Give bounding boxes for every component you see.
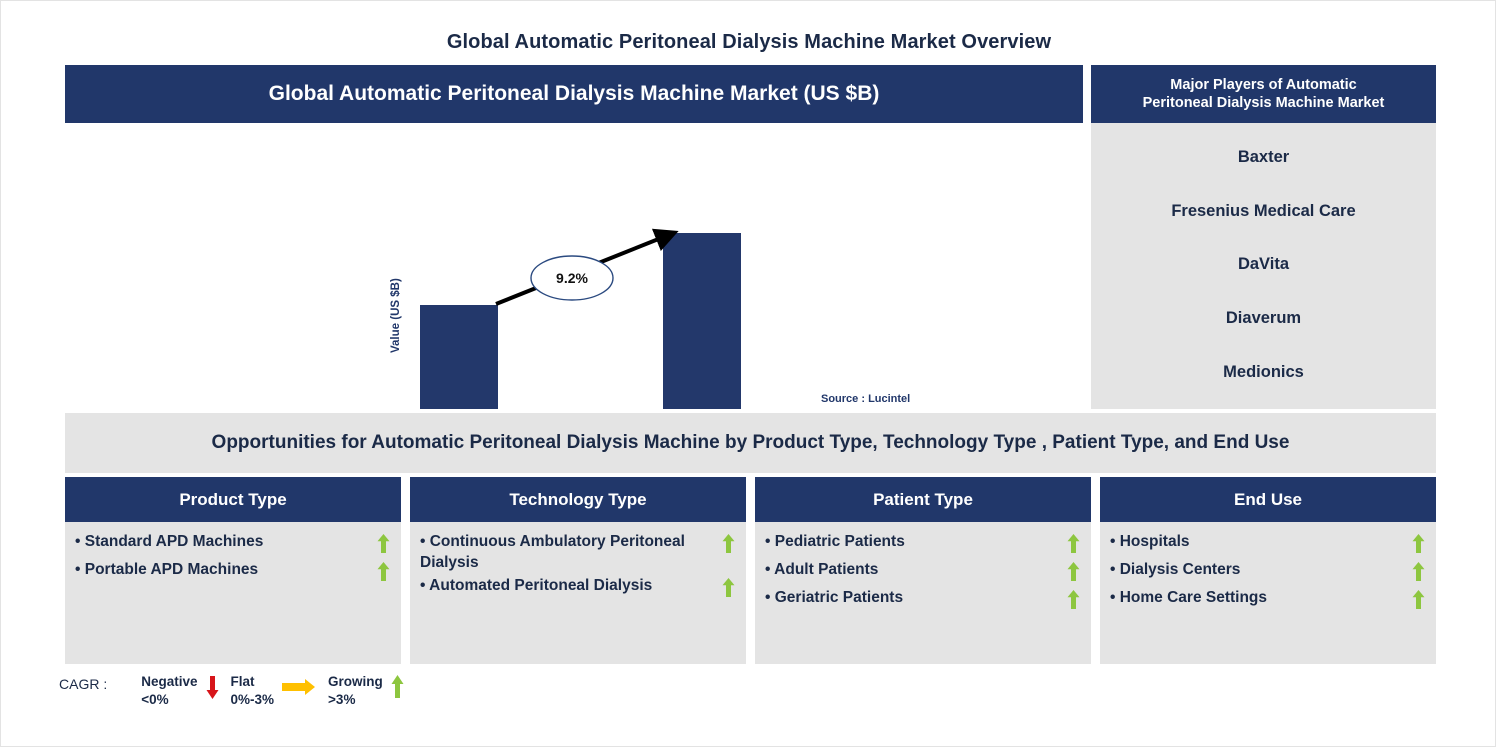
major-players-panel: Major Players of Automatic Peritoneal Di… [1091, 65, 1436, 409]
list-item: • Pediatric Patients [763, 532, 1083, 558]
chart-panel-header: Global Automatic Peritoneal Dialysis Mac… [65, 65, 1083, 123]
major-players-header: Major Players of Automatic Peritoneal Di… [1091, 65, 1436, 123]
legend-item-negative: Negative <0% [141, 673, 226, 709]
market-bar-chart: Value (US $B) 9.2% 2025 2031 [390, 228, 741, 409]
arrow-up-green-icon [718, 576, 738, 602]
opportunity-label: • Hospitals [1110, 533, 1190, 550]
column-body-product-type: • Standard APD Machines • Portable APD M… [65, 522, 401, 664]
opportunity-label: • Geriatric Patients [765, 589, 904, 606]
column-body-technology-type: • Continuous Ambulatory Peritoneal Dialy… [410, 522, 746, 664]
column-header-label: Technology Type [509, 489, 647, 509]
market-chart-panel: Global Automatic Peritoneal Dialysis Mac… [65, 65, 1083, 409]
column-header-patient-type: Patient Type [755, 477, 1091, 522]
y-axis-label: Value (US $B) [390, 278, 402, 353]
legend-item-flat: Flat 0%-3% [231, 673, 325, 709]
list-item: • Portable APD Machines [73, 560, 393, 586]
opportunity-label: • Portable APD Machines [75, 561, 259, 578]
arrow-up-green-icon [383, 673, 412, 702]
opportunity-label: • Pediatric Patients [765, 533, 905, 550]
major-players-title-line2: Peritoneal Dialysis Machine Market [1142, 95, 1385, 111]
legend-flat-range: 0%-3% [230, 692, 275, 708]
arrow-up-green-icon [1408, 532, 1428, 558]
list-item: • Home Care Settings [1108, 588, 1428, 614]
chart-panel-title: Global Automatic Peritoneal Dialysis Mac… [268, 82, 880, 105]
list-item: • Hospitals [1108, 532, 1428, 558]
list-item: • Dialysis Centers [1108, 560, 1428, 586]
opportunity-column-patient-type: Patient Type • Pediatric Patients • Adul… [755, 477, 1091, 664]
list-item: • Standard APD Machines [73, 532, 393, 558]
player-item: Fresenius Medical Care [1171, 201, 1356, 220]
legend-flat-text: Flat 0%-3% [231, 673, 275, 709]
opportunity-label: • Dialysis Centers [1110, 561, 1241, 578]
legend-growing-label: Growing [328, 674, 383, 689]
opportunities-banner-text: Opportunities for Automatic Peritoneal D… [211, 432, 1290, 454]
column-body-patient-type: • Pediatric Patients • Adult Patients • … [755, 522, 1091, 664]
arrow-up-green-icon [373, 532, 393, 558]
cagr-callout-bubble [530, 255, 614, 301]
cagr-legend-title: CAGR : [59, 676, 108, 692]
arrow-up-green-icon [1063, 560, 1083, 586]
legend-negative-range: <0% [141, 692, 169, 708]
opportunity-columns: Product Type • Standard APD Machines • P… [65, 477, 1436, 664]
opportunity-label: • Continuous Ambulatory Peritoneal Dialy… [420, 533, 685, 571]
opportunity-label: • Home Care Settings [1110, 589, 1268, 606]
player-item: DaVita [1237, 255, 1290, 274]
chart-plot-area: Value (US $B) 9.2% 2025 2031 [65, 123, 1083, 409]
column-header-label: Product Type [179, 489, 287, 509]
cagr-value: 9.2% [556, 270, 588, 286]
legend-growing-range: >3% [328, 692, 356, 708]
column-header-technology-type: Technology Type [410, 477, 746, 522]
arrow-right-yellow-icon [274, 673, 324, 700]
cagr-legend: CAGR : Negative <0% Flat 0%-3% Growing >… [59, 673, 416, 709]
opportunity-label: • Adult Patients [765, 561, 879, 578]
legend-negative-text: Negative <0% [141, 673, 197, 709]
bar-2025 [420, 305, 498, 409]
legend-item-growing: Growing >3% [328, 673, 412, 709]
arrow-up-green-icon [373, 560, 393, 586]
player-item: Baxter [1237, 148, 1290, 167]
list-item: • Automated Peritoneal Dialysis [418, 576, 738, 602]
legend-growing-text: Growing >3% [328, 673, 383, 709]
opportunities-banner: Opportunities for Automatic Peritoneal D… [65, 413, 1436, 473]
arrow-up-green-icon [1063, 532, 1083, 558]
legend-flat-label: Flat [230, 674, 255, 689]
column-header-product-type: Product Type [65, 477, 401, 522]
legend-negative-label: Negative [141, 674, 198, 689]
column-body-end-use: • Hospitals • Dialysis Centers • Home Ca… [1100, 522, 1436, 664]
chart-source-note: Source : Lucintel [821, 393, 911, 405]
bar-2031 [663, 233, 741, 409]
arrow-up-green-icon [1408, 560, 1428, 586]
player-item: Medionics [1223, 362, 1304, 381]
major-players-title-line1: Major Players of Automatic [1170, 76, 1357, 93]
opportunity-label: • Standard APD Machines [75, 533, 264, 550]
opportunity-column-end-use: End Use • Hospitals • Dialysis Centers •… [1100, 477, 1436, 664]
list-item: • Continuous Ambulatory Peritoneal Dialy… [418, 532, 738, 574]
list-item: • Adult Patients [763, 560, 1083, 586]
arrow-up-green-icon [1063, 588, 1083, 614]
column-header-label: Patient Type [873, 489, 973, 509]
page-title: Global Automatic Peritoneal Dialysis Mac… [446, 31, 1052, 53]
arrow-up-green-icon [1408, 588, 1428, 614]
major-players-list: Baxter Fresenius Medical Care DaVita Dia… [1091, 123, 1436, 409]
player-item: Diaverum [1225, 309, 1302, 328]
column-header-end-use: End Use [1100, 477, 1436, 522]
list-item: • Geriatric Patients [763, 588, 1083, 614]
column-header-label: End Use [1233, 489, 1303, 509]
arrow-up-green-icon [718, 532, 738, 558]
opportunity-column-product-type: Product Type • Standard APD Machines • P… [65, 477, 401, 664]
arrow-down-red-icon [198, 673, 227, 702]
opportunity-column-technology-type: Technology Type • Continuous Ambulatory … [410, 477, 746, 664]
opportunity-label: • Automated Peritoneal Dialysis [420, 576, 653, 594]
